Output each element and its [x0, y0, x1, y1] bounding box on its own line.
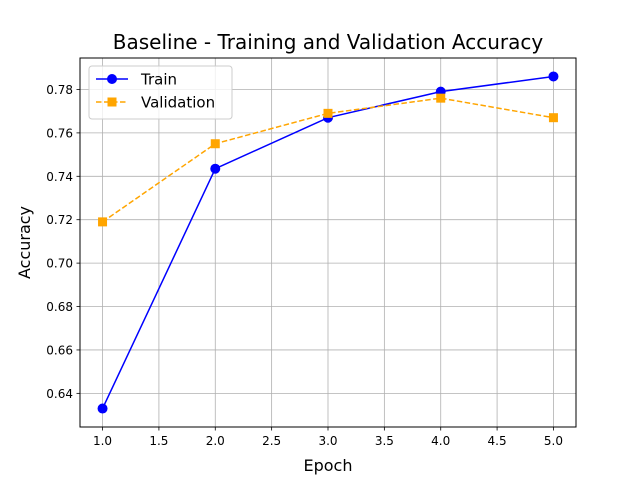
point-validation	[98, 217, 108, 227]
legend: Train Validation	[88, 65, 233, 120]
y-tick-label: 0.74	[46, 170, 73, 184]
x-axis-label: Epoch	[304, 456, 353, 475]
x-tick-label: 2.0	[206, 434, 225, 448]
y-tick-label: 0.78	[46, 83, 73, 97]
point-train	[97, 403, 108, 414]
y-axis-label: Accuracy	[15, 206, 34, 279]
point-validation	[436, 93, 446, 103]
y-tick-label: 0.70	[46, 257, 73, 271]
x-tick-label: 3.5	[375, 434, 394, 448]
legend-marker-train	[107, 74, 117, 84]
series-layer	[97, 71, 559, 414]
y-tick-label: 0.66	[46, 343, 73, 357]
x-tick-label: 1.5	[149, 434, 168, 448]
x-tick-label: 4.0	[431, 434, 450, 448]
chart-title: Baseline - Training and Validation Accur…	[113, 30, 544, 54]
point-validation	[548, 113, 558, 123]
x-tick-label: 1.0	[93, 434, 112, 448]
x-tick-label: 5.0	[544, 434, 563, 448]
point-train	[210, 163, 221, 174]
point-train	[548, 71, 559, 82]
point-validation	[323, 108, 333, 118]
x-tick-label: 2.5	[262, 434, 281, 448]
legend-marker-validation	[107, 97, 117, 107]
y-tick-label: 0.76	[46, 126, 73, 140]
point-validation	[210, 139, 220, 149]
series-line-validation	[102, 97, 554, 223]
y-tick-label: 0.64	[46, 387, 73, 401]
y-tick-label: 0.72	[46, 213, 73, 227]
y-tick-label: 0.68	[46, 300, 73, 314]
x-tick-label: 3.0	[318, 434, 337, 448]
ticks: 1.0 1.5 2.0 2.5 3.0 3.5 4.0 4.5 5.0 0.64 0.66 0.68 0…	[46, 83, 563, 448]
legend-label-validation: Validation	[141, 94, 215, 112]
x-tick-label: 4.5	[488, 434, 507, 448]
legend-label-train: Train	[140, 71, 177, 89]
